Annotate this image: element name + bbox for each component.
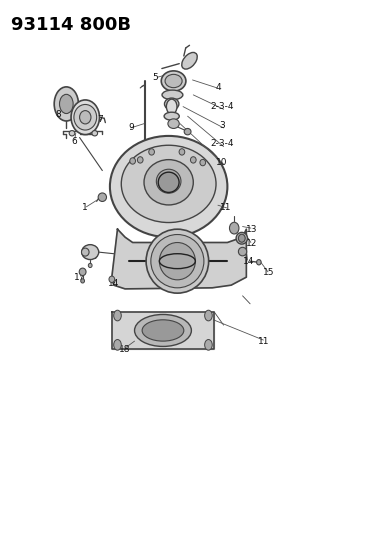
Ellipse shape <box>184 128 191 135</box>
Text: 14: 14 <box>243 257 254 265</box>
Text: 10: 10 <box>216 158 227 167</box>
Ellipse shape <box>109 276 114 282</box>
Ellipse shape <box>166 99 177 114</box>
Ellipse shape <box>81 245 99 260</box>
Ellipse shape <box>200 159 205 166</box>
Ellipse shape <box>69 131 75 136</box>
Circle shape <box>114 340 121 350</box>
Text: 12: 12 <box>246 239 258 248</box>
Text: 5: 5 <box>152 73 158 82</box>
Ellipse shape <box>149 149 155 155</box>
Ellipse shape <box>156 169 181 193</box>
Ellipse shape <box>238 235 245 242</box>
Circle shape <box>54 87 78 121</box>
Text: 2-3-4: 2-3-4 <box>210 140 233 148</box>
Ellipse shape <box>98 193 106 201</box>
Ellipse shape <box>151 235 204 288</box>
Circle shape <box>205 340 212 350</box>
Text: 13: 13 <box>246 225 258 233</box>
Ellipse shape <box>162 90 183 100</box>
Ellipse shape <box>81 279 85 283</box>
Ellipse shape <box>92 131 98 136</box>
Circle shape <box>60 94 73 114</box>
Text: 8: 8 <box>56 110 62 119</box>
Ellipse shape <box>190 157 196 163</box>
Ellipse shape <box>158 172 179 192</box>
Text: 16: 16 <box>87 253 99 261</box>
Ellipse shape <box>160 243 196 280</box>
Ellipse shape <box>142 320 184 341</box>
Text: 7: 7 <box>97 116 103 124</box>
Text: 9: 9 <box>128 124 134 132</box>
Ellipse shape <box>146 229 209 293</box>
Ellipse shape <box>229 222 239 234</box>
Ellipse shape <box>164 112 179 120</box>
Ellipse shape <box>88 263 92 268</box>
Ellipse shape <box>238 247 247 256</box>
Ellipse shape <box>236 232 247 244</box>
Ellipse shape <box>161 71 186 91</box>
Ellipse shape <box>165 74 182 88</box>
Ellipse shape <box>71 100 99 134</box>
Ellipse shape <box>137 157 143 163</box>
Text: 14: 14 <box>108 279 119 288</box>
Text: 1: 1 <box>82 204 88 212</box>
Text: 6: 6 <box>71 137 77 146</box>
Text: 2-3-4: 2-3-4 <box>210 102 233 111</box>
Ellipse shape <box>79 268 86 276</box>
Text: 17: 17 <box>74 273 85 281</box>
Ellipse shape <box>74 104 97 130</box>
Polygon shape <box>112 229 246 289</box>
Text: 93114 800B: 93114 800B <box>11 16 132 34</box>
Polygon shape <box>112 312 214 349</box>
Ellipse shape <box>257 260 261 265</box>
Text: 18: 18 <box>119 345 131 353</box>
Ellipse shape <box>110 136 227 237</box>
Ellipse shape <box>164 98 179 110</box>
Circle shape <box>205 310 212 321</box>
Text: 3: 3 <box>219 121 225 130</box>
Ellipse shape <box>144 160 193 205</box>
Ellipse shape <box>121 145 216 223</box>
Ellipse shape <box>179 149 185 155</box>
Ellipse shape <box>81 248 89 256</box>
Ellipse shape <box>168 119 179 128</box>
Circle shape <box>114 310 121 321</box>
Ellipse shape <box>135 314 191 346</box>
Text: 11: 11 <box>258 337 269 345</box>
Ellipse shape <box>182 52 197 69</box>
Ellipse shape <box>130 158 136 164</box>
Text: 15: 15 <box>263 269 275 277</box>
Ellipse shape <box>80 110 91 124</box>
Text: 11: 11 <box>220 204 231 212</box>
Text: 4: 4 <box>215 84 221 92</box>
